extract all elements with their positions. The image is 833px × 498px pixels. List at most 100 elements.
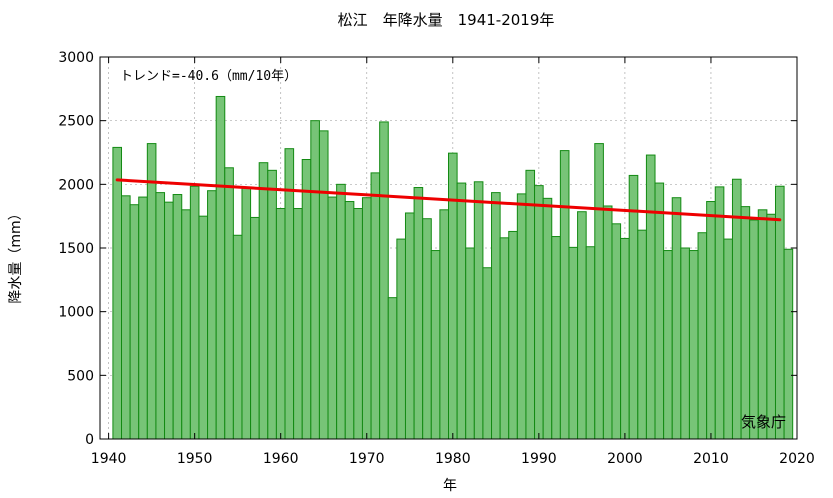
bar-1975 <box>404 212 415 440</box>
bar-1977 <box>422 218 432 440</box>
x-tick-label: 1960 <box>263 451 299 467</box>
bar-2019 <box>783 248 794 440</box>
bar-1942 <box>121 195 131 440</box>
x-tick-label: 1950 <box>177 451 213 467</box>
bar-1993 <box>559 150 570 440</box>
bar-1982 <box>465 247 475 440</box>
bar-1969 <box>353 208 363 440</box>
bar-1979 <box>439 209 449 440</box>
bar-1959 <box>267 169 277 440</box>
y-tick-label: 2000 <box>58 177 94 193</box>
bar-1978 <box>430 250 441 440</box>
bar-1950 <box>189 185 200 440</box>
bars <box>112 95 794 440</box>
bar-2006 <box>671 197 682 440</box>
bar-1953 <box>215 95 226 440</box>
y-tick-label: 1500 <box>58 241 94 257</box>
bar-2017 <box>766 213 776 440</box>
bar-1972 <box>379 121 389 440</box>
bar-1991 <box>542 197 553 440</box>
bar-1976 <box>413 187 424 440</box>
bar-2005 <box>663 250 673 440</box>
bar-2016 <box>757 209 768 440</box>
y-tick-label: 1000 <box>58 305 94 321</box>
x-tick-label: 2020 <box>779 451 815 467</box>
source-label: 気象庁 <box>741 413 786 431</box>
bar-1974 <box>396 238 406 440</box>
bar-2009 <box>697 232 708 440</box>
bar-1958 <box>258 162 269 440</box>
bar-1987 <box>508 230 518 440</box>
bar-2001 <box>628 174 639 440</box>
x-tick-label: 1940 <box>91 451 127 467</box>
bar-1973 <box>387 297 398 440</box>
bar-1998 <box>602 205 613 440</box>
x-tick-label: 1970 <box>349 451 385 467</box>
bar-1971 <box>370 172 381 440</box>
y-tick-label: 500 <box>67 368 94 384</box>
bar-1961 <box>284 148 295 440</box>
bar-1994 <box>568 246 579 440</box>
bar-1948 <box>172 194 183 440</box>
bar-1965 <box>318 130 329 440</box>
bar-2010 <box>706 201 716 440</box>
trend-line <box>115 178 782 222</box>
bar-1999 <box>611 223 622 440</box>
bar-1943 <box>129 204 140 440</box>
bar-1954 <box>224 167 234 440</box>
bar-2012 <box>723 238 733 440</box>
bar-1962 <box>293 208 303 440</box>
bar-1947 <box>164 201 174 440</box>
y-axis-label: 降水量（mm） <box>8 206 24 303</box>
bar-1995 <box>577 211 587 440</box>
x-tick-label: 2000 <box>607 451 643 467</box>
bar-1956 <box>241 187 252 440</box>
bar-2014 <box>740 206 751 440</box>
bar-1946 <box>155 192 166 440</box>
bar-1955 <box>232 234 243 440</box>
bar-1996 <box>585 246 596 440</box>
bar-1949 <box>181 209 191 440</box>
x-axis-label: 年 <box>443 478 457 494</box>
bar-1966 <box>327 196 338 440</box>
bar-1951 <box>198 215 209 440</box>
bar-1980 <box>448 152 458 440</box>
bar-1964 <box>310 120 320 440</box>
bar-1963 <box>301 159 312 440</box>
bar-2002 <box>637 229 647 440</box>
bar-1992 <box>551 236 561 440</box>
bar-2004 <box>654 182 665 440</box>
chart-title: 松江 年降水量 1941-2019年 <box>338 11 555 29</box>
bar-1988 <box>516 193 527 440</box>
bar-1941 <box>112 146 123 440</box>
y-tick-label: 2500 <box>58 114 94 130</box>
y-tick-label: 0 <box>85 432 94 448</box>
bar-2000 <box>620 237 630 440</box>
bar-2018 <box>774 185 785 440</box>
bar-1968 <box>344 201 355 440</box>
bar-1983 <box>473 181 484 440</box>
bar-1967 <box>336 183 346 440</box>
bar-1952 <box>207 190 217 440</box>
bar-1985 <box>491 192 501 440</box>
bar-2003 <box>645 154 656 440</box>
bar-1945 <box>146 143 157 440</box>
bar-1986 <box>499 237 510 440</box>
bar-1990 <box>534 185 544 440</box>
bar-2007 <box>680 247 690 440</box>
y-tick-label: 3000 <box>58 50 94 66</box>
x-tick-label: 1980 <box>435 451 471 467</box>
bar-1944 <box>138 196 148 440</box>
bar-1981 <box>456 182 467 440</box>
bar-1960 <box>275 208 286 440</box>
bar-1989 <box>525 169 536 440</box>
bar-2015 <box>749 219 759 440</box>
bar-1970 <box>361 197 372 440</box>
x-tick-label: 2010 <box>693 451 729 467</box>
trend <box>115 178 782 222</box>
bar-2011 <box>714 186 725 440</box>
trend-label: トレンド=-40.6（mm/10年） <box>120 69 297 84</box>
bar-1957 <box>250 216 260 440</box>
bar-1984 <box>482 267 493 440</box>
